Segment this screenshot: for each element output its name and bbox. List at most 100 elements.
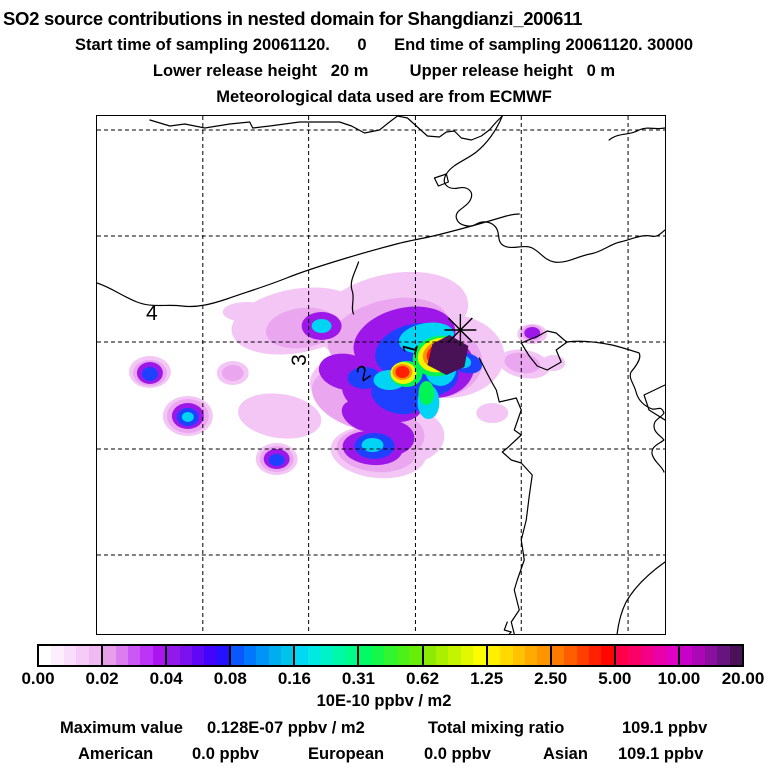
colorbar-cell (179, 646, 193, 665)
colorbar-cell (127, 646, 141, 665)
colorbar (37, 644, 744, 667)
colorbar-segment (359, 646, 424, 665)
maximum-value: 0.128E-07 ppbv / m2 (207, 719, 365, 737)
colorbar-tick-label: 0.08 (213, 669, 247, 688)
colorbar-cell (729, 646, 743, 665)
colorbar-segment (231, 646, 296, 665)
release-height-line: Lower release height 20 m Upper release … (152, 62, 616, 80)
colorbar-tick-label: 0.02 (85, 669, 119, 688)
region-american-label: American (78, 745, 154, 763)
colorbar-cell (576, 646, 590, 665)
region-european-value: 0.0 ppbv (424, 745, 491, 763)
colorbar-cell (295, 646, 308, 665)
colorbar-tick-label: 0.31 (341, 669, 375, 688)
colorbar-cell (512, 646, 525, 665)
colorbar-cell (103, 646, 116, 665)
colorbar-cell (448, 646, 461, 665)
colorbar-tick-label: 0.04 (149, 669, 183, 688)
colorbar-cell (345, 646, 358, 665)
colorbar-segment (295, 646, 360, 665)
colorbar-cell (63, 646, 77, 665)
colorbar-cell (204, 646, 217, 665)
colorbar-segment (167, 646, 232, 665)
colorbar-cell (524, 646, 538, 665)
region-asian-label: Asian (543, 745, 588, 763)
colorbar-tick-label: 0.16 (277, 669, 311, 688)
colorbar-cell (473, 646, 486, 665)
maximum-label: Maximum value (60, 719, 183, 737)
colorbar-cell (679, 646, 693, 665)
colorbar-cell (231, 646, 244, 665)
colorbar-cell (243, 646, 257, 665)
colorbar-cell (320, 646, 333, 665)
receptor-marker (444, 314, 477, 346)
colorbar-cell (564, 646, 577, 665)
colorbar-cell (167, 646, 180, 665)
colorbar-cell (640, 646, 654, 665)
colorbar-cell (423, 646, 436, 665)
colorbar-segment (615, 646, 680, 665)
colorbar-cell (359, 646, 372, 665)
colorbar-cell (115, 646, 128, 665)
colorbar-cell (332, 646, 346, 665)
colorbar-tick-label: 0.62 (405, 669, 440, 688)
trajectory-day-label: 4 (146, 302, 158, 325)
colorbar-segment (551, 646, 616, 665)
colorbar-segment (39, 646, 104, 665)
colorbar-cell (589, 646, 602, 665)
colorbar-cell (551, 646, 565, 665)
colorbar-cell (396, 646, 410, 665)
total-mixing-ratio-label: Total mixing ratio (428, 719, 565, 737)
region-asian-value: 109.1 ppbv (618, 745, 704, 763)
plume-max-core (427, 335, 469, 375)
colorbar-cell (665, 646, 678, 665)
colorbar-cell (384, 646, 397, 665)
region-american-value: 0.0 ppbv (192, 745, 259, 763)
colorbar-cell (216, 646, 230, 665)
colorbar-cell (307, 646, 321, 665)
colorbar-cell (692, 646, 705, 665)
map-canvas (97, 116, 665, 634)
colorbar-cell (152, 646, 166, 665)
colorbar-cell (704, 646, 718, 665)
colorbar-cell (601, 646, 614, 665)
met-data-line: Meteorological data used are from ECMWF (216, 88, 552, 106)
colorbar-tick-label: 2.50 (534, 669, 568, 688)
colorbar-cell (268, 646, 281, 665)
colorbar-cell (615, 646, 629, 665)
coastline-paths (97, 116, 665, 634)
colorbar-tick-label: 1.25 (470, 669, 504, 688)
colorbar-tick-label: 5.00 (598, 669, 632, 688)
colorbar-cell (537, 646, 550, 665)
colorbar-cell (500, 646, 513, 665)
trajectory-day-label: 3 (287, 354, 311, 366)
colorbar-cell (51, 646, 64, 665)
colorbar-segment (423, 646, 488, 665)
colorbar-cell (371, 646, 385, 665)
colorbar-cell (653, 646, 666, 665)
region-european-label: European (308, 745, 385, 763)
colorbar-cell (280, 646, 294, 665)
colorbar-cell (717, 646, 730, 665)
colorbar-cell (88, 646, 102, 665)
colorbar-cell (256, 646, 269, 665)
colorbar-segment (679, 646, 743, 665)
total-mixing-ratio-value: 109.1 ppbv (622, 719, 708, 737)
sampling-time-line: Start time of sampling 20061120. 0 End t… (74, 36, 694, 54)
colorbar-cell (460, 646, 474, 665)
colorbar-cell (140, 646, 153, 665)
colorbar-cell (409, 646, 422, 665)
colorbar-segment (487, 646, 552, 665)
colorbar-cell (487, 646, 501, 665)
colorbar-cell (628, 646, 641, 665)
colorbar-tick-label: 0.00 (21, 669, 55, 688)
colorbar-cell (192, 646, 205, 665)
colorbar-cell (76, 646, 89, 665)
colorbar-tick-label: 10.00 (657, 669, 701, 688)
colorbar-cell (39, 646, 52, 665)
colorbar-units: 10E-10 ppbv / m2 (316, 692, 452, 710)
colorbar-segment (103, 646, 168, 665)
figure-title: SO2 source contributions in nested domai… (3, 8, 583, 29)
